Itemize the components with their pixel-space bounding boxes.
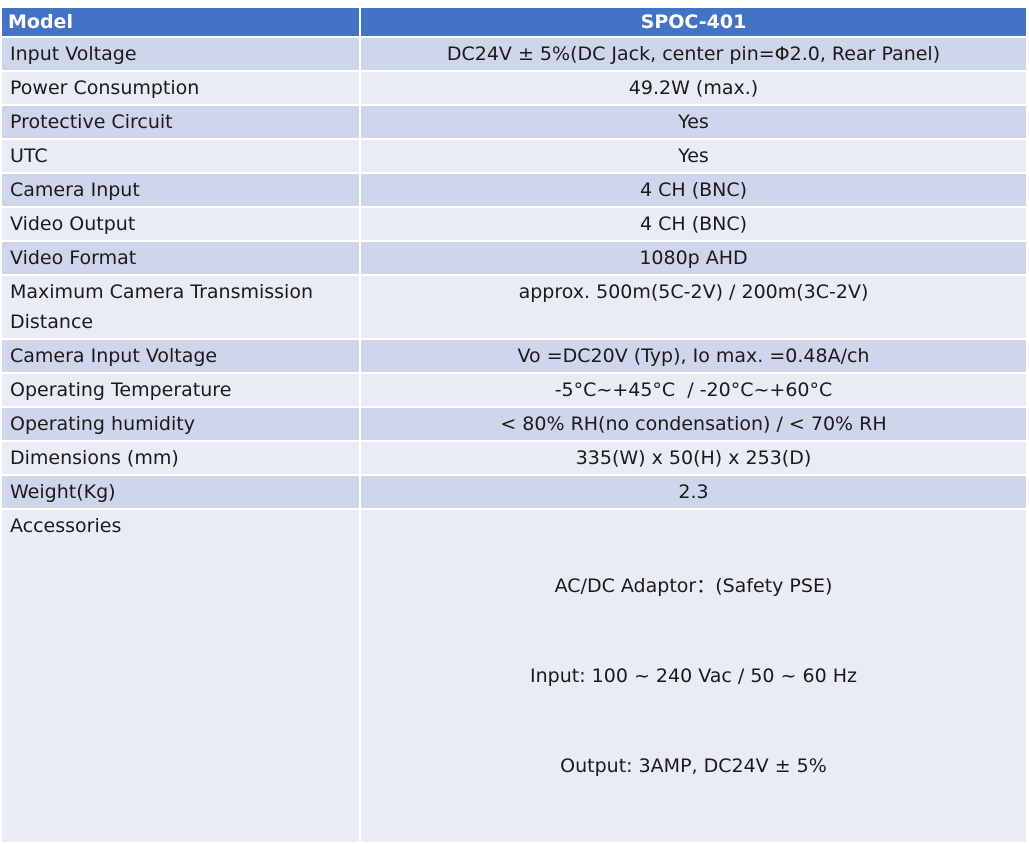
spec-label-line: Maximum Camera Transmission — [10, 281, 313, 303]
table-row: Camera Input 4 CH (BNC) — [2, 174, 1026, 208]
spec-label: Input Voltage — [2, 38, 359, 72]
spec-label: Camera Input Voltage — [2, 340, 359, 374]
table-row: Weight(Kg) 2.3 — [2, 476, 1026, 510]
spec-label: UTC — [2, 140, 359, 174]
spec-value: 4 CH (BNC) — [359, 174, 1026, 208]
spec-value: 2.3 — [359, 476, 1026, 510]
spec-value-line: Output: 3AMP, DC24V ± 5% — [560, 755, 827, 777]
table-row: Maximum Camera Transmission Distance app… — [2, 276, 1026, 340]
spec-label-line: Distance — [10, 311, 94, 333]
header-model-value: SPOC-401 — [359, 8, 1026, 38]
spec-label: Maximum Camera Transmission Distance — [2, 276, 359, 340]
spec-value: 335(W) x 50(H) x 253(D) — [359, 442, 1026, 476]
spec-value: Vo =DC20V (Typ), Io max. =0.48A/ch — [359, 340, 1026, 374]
table-row: Input Voltage DC24V ± 5%(DC Jack, center… — [2, 38, 1026, 72]
table-row: Accessories AC/DC Adaptor：(Safety PSE) I… — [2, 510, 1026, 844]
spec-label: Power Consumption — [2, 72, 359, 106]
spec-table: Model SPOC-401 Input Voltage DC24V ± 5%(… — [2, 8, 1026, 844]
spec-label: Accessories — [2, 510, 359, 844]
table-row: Camera Input Voltage Vo =DC20V (Typ), Io… — [2, 340, 1026, 374]
spec-value: 4 CH (BNC) — [359, 208, 1026, 242]
spec-value: DC24V ± 5%(DC Jack, center pin=Φ2.0, Rea… — [359, 38, 1026, 72]
spec-label: Operating humidity — [2, 408, 359, 442]
spec-value-line: Input: 100 ~ 240 Vac / 50 ~ 60 Hz — [530, 665, 857, 687]
spec-label: Protective Circuit — [2, 106, 359, 140]
table-row: Dimensions (mm) 335(W) x 50(H) x 253(D) — [2, 442, 1026, 476]
table-row: UTC Yes — [2, 140, 1026, 174]
spec-value-line: AC/DC Adaptor：(Safety PSE) — [554, 575, 833, 597]
table-row: Operating Temperature -5°C~+45°C / -20°C… — [2, 374, 1026, 408]
table-row: Video Format 1080p AHD — [2, 242, 1026, 276]
spec-value: approx. 500m(5C-2V) / 200m(3C-2V) — [359, 276, 1026, 340]
spec-value: 49.2W (max.) — [359, 72, 1026, 106]
spec-value: Yes — [359, 140, 1026, 174]
spec-value: Yes — [359, 106, 1026, 140]
header-label: Model — [2, 8, 359, 38]
spec-value: < 80% RH(no condensation) / < 70% RH — [359, 408, 1026, 442]
spec-label: Weight(Kg) — [2, 476, 359, 510]
table-row: Video Output 4 CH (BNC) — [2, 208, 1026, 242]
spec-label: Video Output — [2, 208, 359, 242]
table-row: Power Consumption 49.2W (max.) — [2, 72, 1026, 106]
spec-value: 1080p AHD — [359, 242, 1026, 276]
table-row: Operating humidity < 80% RH(no condensat… — [2, 408, 1026, 442]
header-row: Model SPOC-401 — [2, 8, 1026, 38]
spec-label: Operating Temperature — [2, 374, 359, 408]
spec-label: Video Format — [2, 242, 359, 276]
table-row: Protective Circuit Yes — [2, 106, 1026, 140]
spec-label: Camera Input — [2, 174, 359, 208]
spec-value: AC/DC Adaptor：(Safety PSE) Input: 100 ~ … — [359, 510, 1026, 844]
spec-label: Dimensions (mm) — [2, 442, 359, 476]
spec-value: -5°C~+45°C / -20°C~+60°C — [359, 374, 1026, 408]
